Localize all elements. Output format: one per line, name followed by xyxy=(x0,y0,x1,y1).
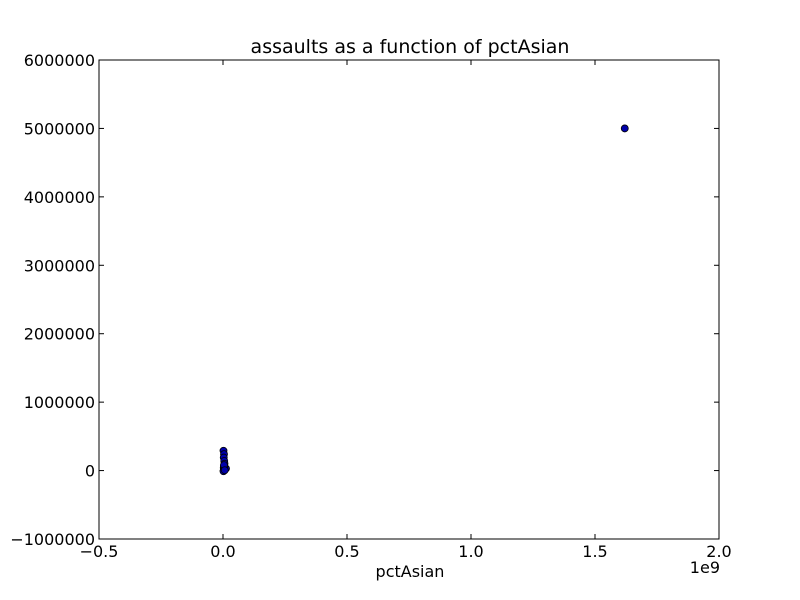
y-tick-label: 5000000 xyxy=(24,119,95,138)
x-tick-label: 0.5 xyxy=(334,542,359,561)
y-tick-label: 3000000 xyxy=(24,256,95,275)
y-tick-label: 2000000 xyxy=(24,325,95,344)
x-axis-offset-label: 1e9 xyxy=(690,558,720,577)
plot-area: −0.5 0.0 0.5 1.0 1.5 2.0 −1000000 0 1000000 20000… xyxy=(10,51,731,561)
y-tick-label: −1000000 xyxy=(10,530,95,549)
x-tick-label: 0.0 xyxy=(210,542,235,561)
y-tick-label: 0 xyxy=(85,462,95,481)
x-tick-label: 1.0 xyxy=(458,542,483,561)
data-point xyxy=(620,124,629,133)
chart-title: assaults as a function of pctAsian xyxy=(251,36,570,58)
axes-frame xyxy=(98,59,720,540)
x-tick-label: 1.5 xyxy=(582,542,607,561)
x-tick-label: −0.5 xyxy=(80,542,119,561)
x-tick-label: 2.0 xyxy=(706,542,731,561)
y-tick-label: 1000000 xyxy=(24,393,95,412)
y-tick-label: 4000000 xyxy=(24,188,95,207)
data-point xyxy=(220,466,229,475)
x-axis-label: pctAsian xyxy=(376,562,445,581)
y-tick-label: 6000000 xyxy=(24,51,95,70)
